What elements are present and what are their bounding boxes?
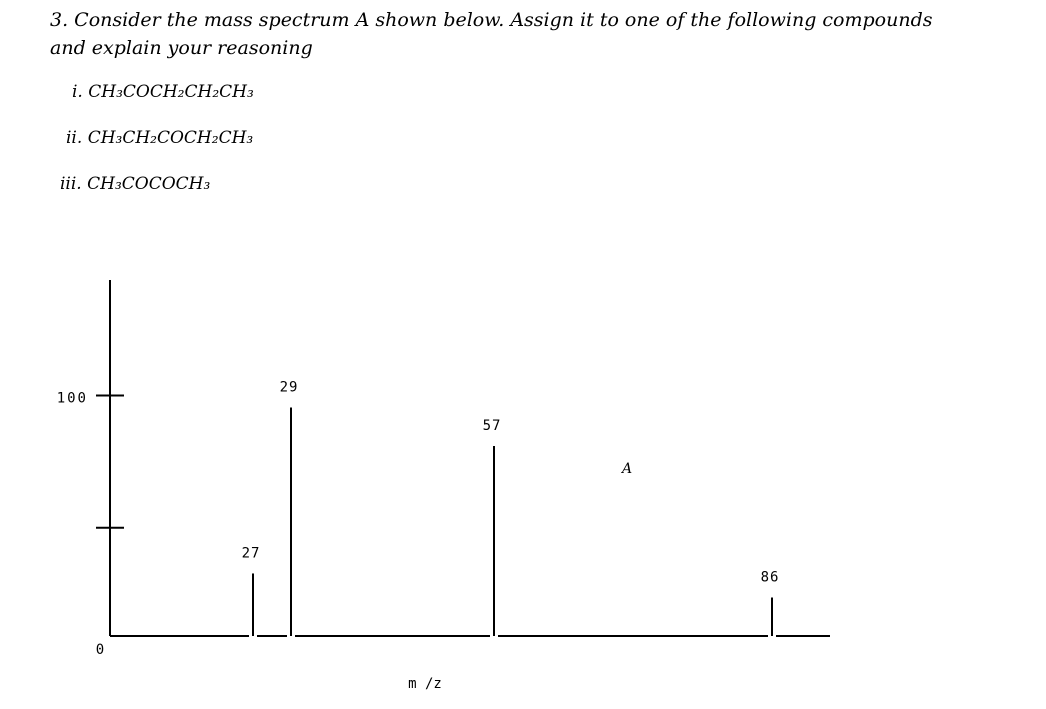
- y-tick-label: 0: [96, 642, 104, 658]
- option-label: ii.: [66, 128, 83, 148]
- peak-label: 57: [483, 418, 502, 434]
- annotation: A: [620, 461, 632, 477]
- option: iii. CH₃COCOCH₃: [60, 174, 210, 194]
- question-text: 3. Consider the mass spectrum A shown be…: [50, 9, 933, 59]
- peak-label: 29: [280, 379, 299, 395]
- option-label: iii.: [60, 174, 82, 194]
- option-label: i.: [72, 82, 83, 102]
- option-formula: CH₃COCH₂CH₂CH₃: [88, 82, 254, 102]
- y-tick-label: 100: [57, 390, 88, 406]
- peak-label: 27: [242, 545, 261, 561]
- option: i. CH₃COCH₂CH₂CH₃: [72, 82, 254, 102]
- option-formula: CH₃CH₂COCH₂CH₃: [87, 128, 254, 148]
- x-axis-label: m /z: [408, 676, 442, 692]
- peak-label: 86: [761, 570, 780, 586]
- option: ii. CH₃CH₂COCH₂CH₃: [66, 128, 253, 148]
- option-formula: CH₃COCOCH₃: [87, 174, 211, 194]
